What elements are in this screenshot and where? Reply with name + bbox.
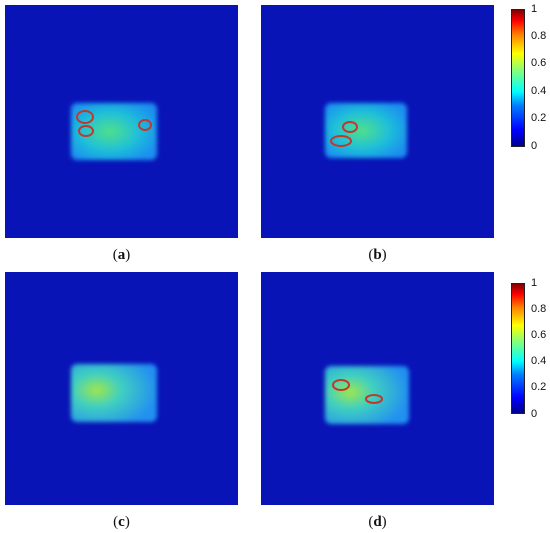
- colorbar-tick: 0.2: [531, 381, 547, 393]
- markers-b: [330, 121, 358, 147]
- heatmap-image-a: [5, 5, 238, 238]
- heatmap-image-c: [5, 272, 238, 505]
- image-panel-a: [5, 5, 238, 238]
- defect-circle: [138, 119, 152, 131]
- caption-a: (a): [112, 247, 131, 263]
- image-panel-b: [261, 5, 494, 238]
- heatmap-image-d: [261, 272, 494, 505]
- image-panel-d: [261, 272, 494, 505]
- colorbar-tick: 0.6: [531, 329, 547, 341]
- colorbar-tick: 0: [531, 408, 538, 420]
- defect-circle: [332, 379, 350, 391]
- colorbar-tick: 0.6: [531, 57, 547, 69]
- defect-circle: [330, 135, 352, 147]
- colorbar-bottom: [511, 283, 525, 414]
- colorbar-tick: 0.8: [531, 303, 547, 315]
- defect-circle: [78, 125, 94, 137]
- colorbar-tick: 0.4: [531, 355, 547, 367]
- caption-b: (b): [368, 247, 387, 263]
- colorbar-tick: 0: [531, 140, 538, 152]
- caption-c: (c): [113, 514, 130, 530]
- colorbar-tick: 1: [531, 3, 538, 15]
- image-panel-c: [5, 272, 238, 505]
- colorbar-tick: 0.8: [531, 30, 547, 42]
- colorbar-tick: 1: [531, 277, 538, 289]
- defect-circle: [342, 121, 358, 133]
- colorbar-top: [511, 9, 525, 147]
- markers-d: [332, 379, 383, 404]
- caption-d: (d): [368, 514, 387, 530]
- defect-circle: [365, 394, 383, 404]
- defect-circle: [76, 110, 94, 124]
- colorbar-tick: 0.2: [531, 112, 547, 124]
- heatmap-image-b: [261, 5, 494, 238]
- colorbar-tick: 0.4: [531, 85, 547, 97]
- markers-a: [76, 110, 152, 137]
